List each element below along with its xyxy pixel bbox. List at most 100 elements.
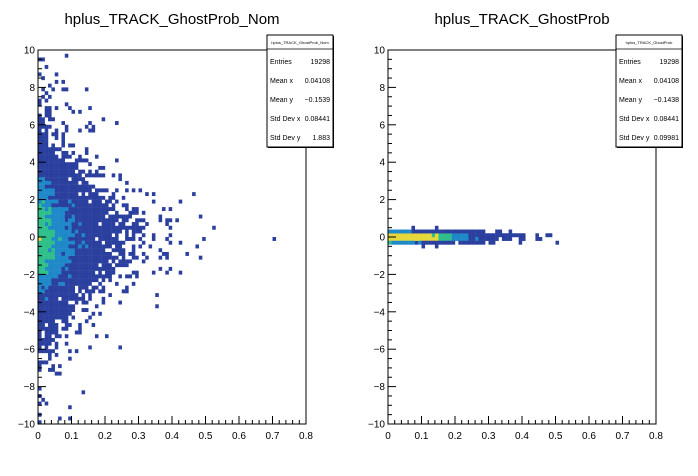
histogram-cell xyxy=(108,274,112,279)
histogram-cell xyxy=(111,222,116,226)
histogram-cell xyxy=(54,162,59,167)
histogram-cell xyxy=(68,304,72,309)
histogram-cell xyxy=(131,237,136,241)
histogram-cell xyxy=(48,214,52,219)
histogram-cell xyxy=(118,244,122,249)
histogram-cell xyxy=(475,233,479,238)
histogram-cell xyxy=(88,121,92,125)
histogram-cell xyxy=(41,360,45,365)
histogram-cell xyxy=(54,244,59,249)
histogram-cell xyxy=(68,266,72,271)
histogram-cell xyxy=(48,225,52,230)
histogram-cell xyxy=(41,154,45,159)
histogram-cell xyxy=(71,304,76,309)
histogram-cell xyxy=(41,192,45,197)
histogram-cell xyxy=(54,304,59,309)
histogram-cell xyxy=(105,188,109,193)
histogram-cell xyxy=(48,270,52,275)
histogram-cell xyxy=(84,248,89,253)
histogram-cell xyxy=(78,188,82,193)
histogram-cell xyxy=(148,244,153,249)
histogram-cell xyxy=(61,248,65,253)
histogram-cell xyxy=(74,229,79,234)
histogram-cell xyxy=(58,210,62,215)
histogram-cell xyxy=(48,311,52,316)
histogram-cell xyxy=(94,225,99,230)
histogram-cell xyxy=(38,136,42,140)
histogram-cell xyxy=(391,229,395,234)
histogram-cell xyxy=(41,349,45,354)
histogram-cell xyxy=(44,349,49,354)
histogram-cell xyxy=(101,173,106,178)
histogram-cell xyxy=(272,237,277,241)
histogram-cell xyxy=(468,237,472,241)
histogram-cell xyxy=(101,218,106,223)
y-tick-label: 0 xyxy=(379,233,385,244)
histogram-cell xyxy=(58,147,62,152)
histogram-cell xyxy=(105,203,109,208)
histogram-cell xyxy=(88,195,92,200)
histogram-cell xyxy=(48,308,52,312)
histogram-cell xyxy=(481,240,486,245)
histogram-cell xyxy=(58,293,62,298)
histogram-cell xyxy=(94,244,99,249)
histogram-cell xyxy=(38,248,42,253)
histogram-cell xyxy=(68,214,72,219)
histogram-cell xyxy=(41,207,45,212)
histogram-cell xyxy=(61,79,65,84)
histogram-cell xyxy=(74,281,79,286)
histogram-cell xyxy=(64,315,69,320)
histogram-cell xyxy=(68,207,72,212)
histogram-cell xyxy=(105,255,109,260)
histogram-cell xyxy=(48,199,52,204)
histogram-cell xyxy=(78,199,82,204)
histogram-cell xyxy=(51,323,55,327)
histogram-cell xyxy=(84,203,89,208)
histogram-cell xyxy=(414,233,419,238)
histogram-cell xyxy=(38,184,42,189)
histogram-cell xyxy=(48,326,52,331)
histogram-cell xyxy=(94,263,99,268)
histogram-cell xyxy=(74,180,79,185)
histogram-cell xyxy=(44,293,49,298)
histogram-cell xyxy=(48,180,52,185)
histogram-cell xyxy=(38,401,42,406)
histogram-cell xyxy=(51,349,55,354)
histogram-cell xyxy=(64,210,69,215)
histogram-cell xyxy=(84,87,89,92)
histogram-cell xyxy=(44,113,49,118)
histogram-cell xyxy=(58,364,62,369)
histogram-cell xyxy=(61,214,65,219)
histogram-cell xyxy=(61,169,65,174)
histogram-cell xyxy=(192,192,196,197)
histogram-cell xyxy=(391,240,395,245)
histogram-cell xyxy=(101,278,106,283)
histogram-cell xyxy=(81,248,86,253)
histogram-cell xyxy=(61,240,65,245)
histogram-cell xyxy=(61,326,65,331)
histogram-cell xyxy=(202,237,206,241)
histogram-cell xyxy=(88,207,92,212)
x-tick-label: 0.2 xyxy=(98,431,112,442)
histogram-cell xyxy=(71,109,76,114)
histogram-cell xyxy=(91,184,96,189)
histogram-cell xyxy=(94,222,99,226)
histogram-cell xyxy=(118,225,122,230)
histogram-cell xyxy=(41,177,45,182)
histogram-cell xyxy=(81,237,86,241)
histogram-cell xyxy=(91,128,96,133)
histogram-cell xyxy=(54,233,59,238)
histogram-cell xyxy=(38,360,42,365)
histogram-cell xyxy=(91,263,96,268)
histogram-cell xyxy=(61,180,65,185)
histogram-cell xyxy=(91,248,96,253)
histogram-cell xyxy=(111,203,116,208)
histogram-cell xyxy=(54,281,59,286)
histogram-cell xyxy=(58,371,62,376)
histogram-cell xyxy=(94,233,99,238)
histogram-cell xyxy=(48,233,52,238)
histogram-cell xyxy=(165,237,169,241)
histogram-cell xyxy=(54,293,59,298)
histogram-cell xyxy=(145,255,149,260)
histogram-cell xyxy=(175,218,179,223)
